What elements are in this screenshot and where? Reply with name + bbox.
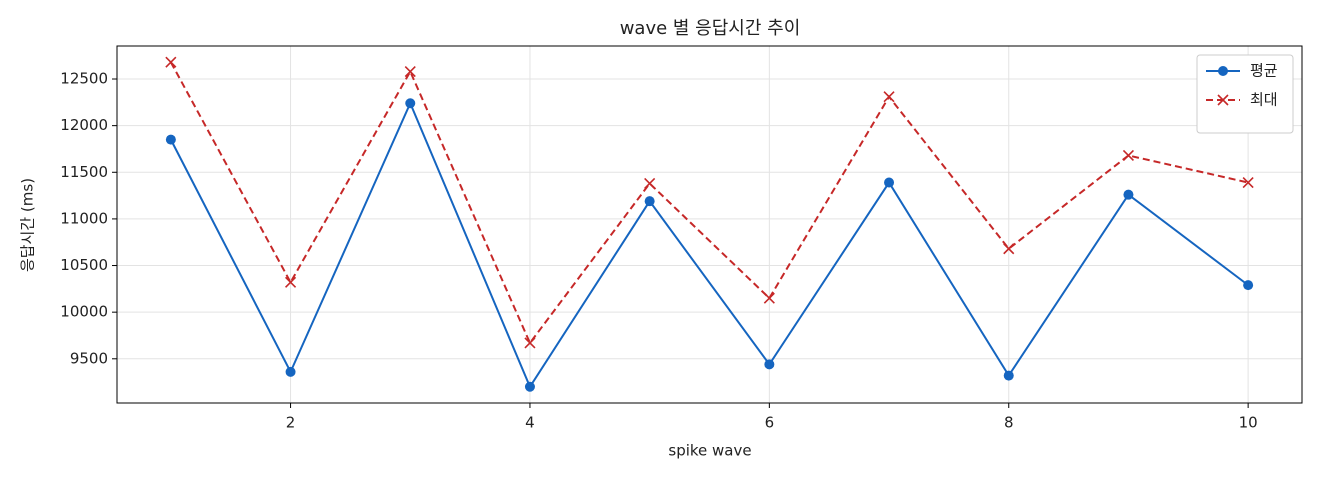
marker — [165, 134, 176, 145]
marker — [165, 56, 177, 68]
marker — [644, 196, 655, 207]
y-tick-label: 9500 — [70, 349, 108, 367]
marker — [1003, 370, 1014, 381]
marker — [285, 366, 296, 377]
x-tick-label: 4 — [525, 414, 535, 432]
x-tick-label: 2 — [286, 414, 296, 432]
marker — [1242, 176, 1254, 189]
series-line — [169, 61, 1249, 345]
chart-title: wave 별 응답시간 추이 — [620, 18, 801, 39]
x-tick-label: 6 — [765, 414, 775, 432]
marker — [524, 381, 535, 392]
x-tick-label: 8 — [1004, 414, 1014, 432]
y-tick-label: 11500 — [60, 163, 108, 181]
plot-frame — [116, 45, 1303, 404]
marker — [1243, 280, 1254, 291]
legend-frame — [1196, 54, 1294, 134]
marker — [524, 337, 536, 349]
y-axis-label: 응답시간 (ms) — [19, 178, 37, 272]
y-tick-label: 10000 — [60, 303, 108, 321]
marker — [284, 276, 297, 288]
x-axis-label: spike wave — [668, 442, 751, 460]
y-tick-label: 12500 — [60, 70, 108, 88]
y-tick-label: 11000 — [60, 209, 108, 227]
y-tick-label: 12000 — [60, 116, 108, 134]
legend-label: 평균 — [1250, 62, 1278, 80]
marker — [404, 65, 416, 78]
series-line — [169, 100, 1249, 389]
marker — [884, 177, 895, 188]
marker — [644, 177, 656, 190]
y-tick-label: 10500 — [60, 256, 108, 274]
marker — [405, 98, 416, 109]
marker — [763, 292, 775, 304]
legend-marker — [1217, 94, 1229, 106]
x-tick-label: 10 — [1239, 414, 1258, 432]
marker — [764, 359, 775, 370]
legend-label: 최대 — [1250, 91, 1278, 109]
marker — [1122, 149, 1135, 162]
marker — [883, 91, 895, 103]
marker — [1123, 189, 1134, 200]
marker — [1003, 243, 1015, 255]
legend-marker — [1218, 66, 1228, 76]
